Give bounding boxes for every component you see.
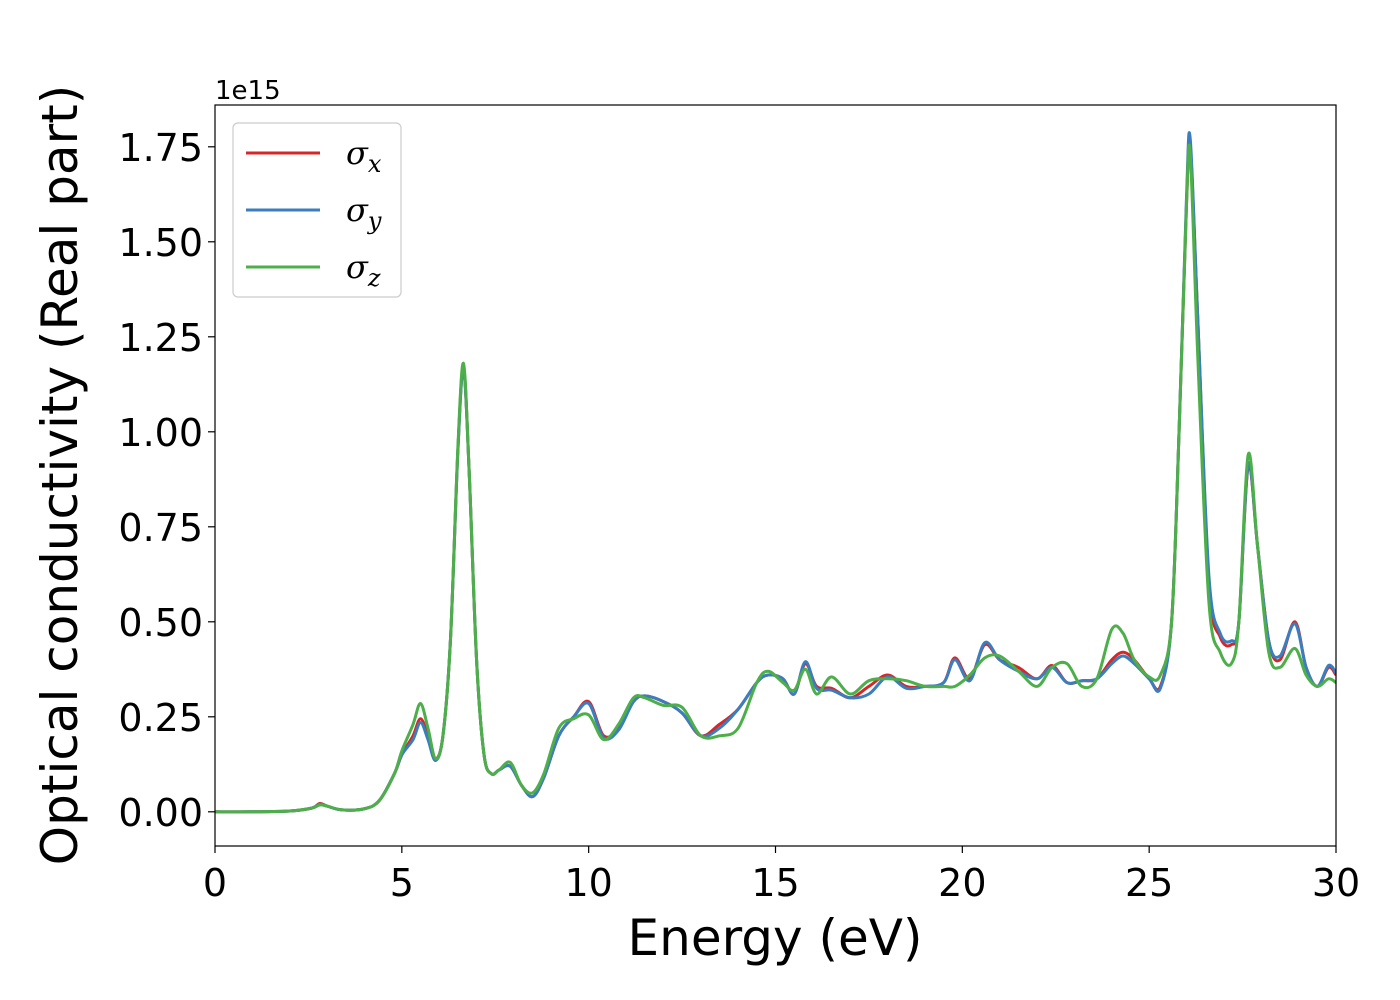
y-tick-label: 1.75 [118,126,203,170]
series-line-z [215,143,1336,814]
y-tick-label: 1.25 [118,316,203,360]
x-tick-label: 15 [751,861,799,905]
y-axis: 0.00 0.25 0.50 0.75 1.00 1.25 1.50 1.75 [118,126,215,835]
y-axis-label: Optical conductivity (Real part) [31,85,89,866]
x-tick-label: 25 [1125,861,1173,905]
legend: σx σy σz [232,122,402,298]
y-tick-label: 0.00 [118,791,203,835]
x-axis-label: Energy (eV) [628,909,923,967]
y-tick-label: 0.75 [118,506,203,550]
legend-label-y: σy [346,191,382,235]
y-tick-label: 1.00 [118,411,203,455]
legend-label-x: σx [346,134,382,178]
x-tick-label: 5 [390,861,414,905]
x-tick-label: 20 [938,861,986,905]
y-tick-label: 0.25 [118,696,203,740]
y-tick-label: 0.50 [118,601,203,645]
x-tick-label: 30 [1312,861,1360,905]
x-tick-label: 0 [203,861,227,905]
y-offset-text: 1e15 [215,76,281,106]
legend-label-z: σz [346,248,381,292]
x-axis: 0 5 10 15 20 25 30 [203,846,1360,905]
y-tick-label: 1.50 [118,221,203,265]
x-tick-label: 10 [564,861,612,905]
plot-area [215,105,1336,846]
series-layer [215,131,1336,814]
